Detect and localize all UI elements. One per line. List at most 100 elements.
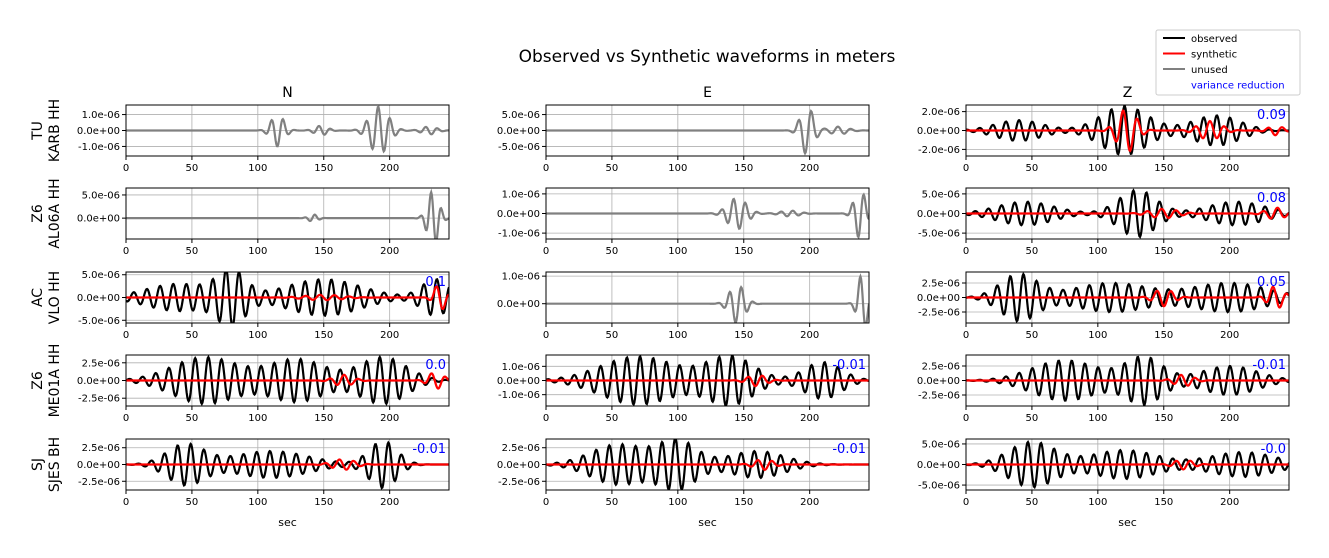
legend-label: variance reduction	[1191, 81, 1285, 92]
y-tick-label: 0.0e+00	[917, 460, 960, 471]
x-axis-labels: sec sec sec	[278, 516, 1137, 529]
synthetic-trace	[546, 458, 869, 471]
y-tick-label: 0.0e+00	[77, 126, 120, 137]
x-tick-label: 0	[123, 413, 129, 424]
variance-reduction-value: -0.01	[1252, 358, 1286, 373]
x-tick-label: 100	[1088, 163, 1107, 174]
y-tick-label: 0.0e+00	[917, 209, 960, 220]
variance-reduction-value: -0.01	[412, 442, 446, 457]
y-tick-label: -2.5e-06	[498, 477, 540, 488]
x-tick-label: 150	[734, 497, 753, 508]
observed-trace	[966, 105, 1289, 156]
station-label: TU KARB HH	[30, 99, 63, 162]
y-tick-label: 0.0e+00	[497, 126, 540, 137]
observed-trace	[126, 272, 449, 323]
unused-trace	[546, 109, 869, 156]
synthetic-trace	[966, 109, 1289, 153]
x-tick-label: 100	[248, 246, 267, 257]
panel-3-e: 0 50 100 150 200 1.0e-06 0.0e+00 -1.0e-06 -0.01	[497, 354, 870, 424]
x-tick-label: 0	[543, 163, 549, 174]
x-tick-label: 50	[606, 497, 619, 508]
x-tick-label: 150	[314, 413, 333, 424]
y-tick-label: 0.0e+00	[77, 293, 120, 304]
synthetic-trace	[126, 458, 449, 471]
x-tick-label: 100	[668, 330, 687, 341]
x-tick-label: 200	[380, 497, 399, 508]
variance-reduction-value: 0.08	[1257, 191, 1286, 206]
x-tick-label: 150	[314, 246, 333, 257]
synthetic-trace	[126, 284, 449, 311]
x-tick-label: 200	[800, 497, 819, 508]
y-tick-label: 2.5e-06	[502, 443, 540, 454]
panel-2-z: 0 50 100 150 200 2.5e-06 0.0e+00 -2.5e-06 0.05	[917, 271, 1290, 341]
x-tick-label: 200	[380, 246, 399, 257]
x-tick-label: 0	[123, 246, 129, 257]
unused-trace	[546, 192, 869, 239]
y-tick-label: 0.0e+00	[497, 299, 540, 310]
station-network: Z6	[30, 204, 46, 223]
x-tick-label: 0	[543, 413, 549, 424]
x-tick-label: 0	[963, 246, 969, 257]
synthetic-trace	[966, 285, 1289, 309]
x-tick-label: 150	[1154, 413, 1173, 424]
panel-4-e: 0 50 100 150 200 2.5e-06 0.0e+00 -2.5e-06 -0.01	[497, 438, 870, 508]
observed-trace	[546, 355, 869, 406]
y-tick-label: 2.5e-06	[82, 358, 120, 369]
x-tick-label: 200	[800, 330, 819, 341]
variance-reduction-value: -0.01	[832, 358, 866, 373]
y-tick-label: -5.0e-06	[498, 142, 540, 153]
x-tick-label: 200	[800, 246, 819, 257]
variance-reduction-value: -0.01	[832, 442, 866, 457]
x-tick-label: 0	[543, 330, 549, 341]
y-tick-label: 1.0e-06	[502, 189, 540, 200]
x-tick-label: 100	[1088, 497, 1107, 508]
x-tick-label: 0	[963, 413, 969, 424]
x-tick-label: 150	[314, 163, 333, 174]
y-tick-label: -5.0e-06	[918, 229, 960, 240]
x-tick-label: 100	[248, 497, 267, 508]
x-tick-label: 150	[734, 246, 753, 257]
panel-frame	[545, 271, 870, 324]
synthetic-trace	[966, 206, 1289, 220]
x-tick-label: 200	[1220, 413, 1239, 424]
column-title-e: E	[703, 85, 712, 101]
x-tick-label: 100	[1088, 413, 1107, 424]
x-tick-label: 0	[543, 497, 549, 508]
station-network: Z6	[30, 371, 46, 390]
panel-3-n: 0 50 100 150 200 2.5e-06 0.0e+00 -2.5e-06 0.0	[77, 354, 450, 424]
panel-0-n: 0 50 100 150 200 1.0e-06 0.0e+00 -1.0e-06	[77, 104, 450, 174]
x-tick-label: 50	[606, 163, 619, 174]
y-tick-label: 5.0e-06	[502, 110, 540, 121]
x-tick-label: 100	[668, 413, 687, 424]
y-tick-label: 0.0e+00	[497, 376, 540, 387]
x-tick-label: 200	[380, 330, 399, 341]
legend-box	[1155, 29, 1301, 96]
panel-1-n: 0 50 100 150 200 5.0e-06 0.0e+00	[77, 187, 450, 257]
y-tick-label: -5.0e-06	[78, 316, 120, 327]
panel-1-z: 0 50 100 150 200 5.0e-06 0.0e+00 -5.0e-06 0.08	[917, 187, 1290, 257]
x-tick-label: 0	[963, 497, 969, 508]
x-tick-label: 200	[1220, 246, 1239, 257]
x-tick-label: 50	[186, 497, 199, 508]
station-label: Z6 AL06A HH	[30, 178, 63, 248]
y-tick-label: -5.0e-06	[918, 481, 960, 492]
observed-trace	[126, 355, 449, 406]
observed-trace	[126, 440, 449, 490]
x-tick-label: 50	[1026, 330, 1039, 341]
unused-trace	[126, 105, 449, 154]
x-tick-label: 50	[606, 246, 619, 257]
x-tick-label: 150	[1154, 163, 1173, 174]
x-tick-label: 0	[963, 163, 969, 174]
y-tick-label: 5.0e-06	[922, 189, 960, 200]
x-tick-label: 50	[1026, 163, 1039, 174]
legend: observed synthetic unused variance reductio…	[1155, 29, 1301, 96]
x-tick-label: 150	[1154, 330, 1173, 341]
x-axis-label: sec	[278, 516, 297, 529]
x-tick-label: 50	[186, 413, 199, 424]
panel-3-z: 0 50 100 150 200 2.5e-06 0.0e+00 -2.5e-06 -0.01	[917, 354, 1290, 424]
panel-frame	[125, 187, 450, 240]
y-tick-label: 0.0e+00	[77, 214, 120, 225]
y-tick-label: -2.5e-06	[78, 477, 120, 488]
x-tick-label: 150	[734, 413, 753, 424]
